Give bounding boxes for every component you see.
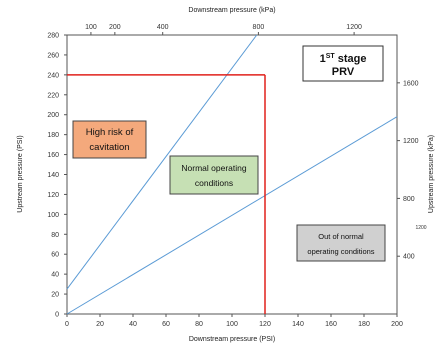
y-tick-label: 100 xyxy=(47,212,59,219)
x-tick-label: 160 xyxy=(325,321,337,328)
x-axis-title: Downstream pressure (PSI) xyxy=(189,336,275,343)
out-of-normal-line1: Out of normal xyxy=(318,232,364,241)
x-tick-label: 120 xyxy=(259,321,271,328)
y-tick-label: 180 xyxy=(47,132,59,139)
y2-tick-label: 400 xyxy=(403,254,415,261)
series-line-2 xyxy=(66,116,398,315)
x-tick-label: 200 xyxy=(391,321,403,328)
y-tick-label: 280 xyxy=(47,33,59,40)
y-tick-label: 200 xyxy=(47,112,59,119)
y-tick-label: 220 xyxy=(47,92,59,99)
y-tick-label: 0 xyxy=(55,312,59,319)
high-risk-box: High risk of cavitation xyxy=(72,120,147,159)
title-box-line2: PRV xyxy=(332,66,355,78)
normal-operating-box: Normal operating conditions xyxy=(169,155,259,195)
y-tick-label: 140 xyxy=(47,172,59,179)
x-tick-label: 180 xyxy=(358,321,370,328)
x2-tick-label: 400 xyxy=(157,24,169,31)
series-line-1 xyxy=(66,34,258,290)
x-tick-label: 40 xyxy=(129,321,137,328)
y-tick-label: 160 xyxy=(47,152,59,159)
x-tick-label: 60 xyxy=(162,321,170,328)
out-of-normal-box: Out of normal operating conditions xyxy=(296,224,386,262)
high-risk-line2: cavitation xyxy=(89,142,129,153)
x2-tick-label: 200 xyxy=(109,24,121,31)
stray-label: 1200 xyxy=(415,225,426,231)
x2-tick-label: 100 xyxy=(85,24,97,31)
x-tick-label: 20 xyxy=(96,321,104,328)
y-tick-label: 240 xyxy=(47,72,59,79)
y2-tick-label: 800 xyxy=(403,196,415,203)
out-of-normal-line2: operating conditions xyxy=(307,247,374,256)
y-tick-label: 40 xyxy=(51,272,59,279)
y-tick-label: 80 xyxy=(51,232,59,239)
x2-axis-title: Downstream pressure (kPa) xyxy=(188,7,275,14)
x2-tick-label: 1200 xyxy=(346,24,362,31)
y-tick-label: 20 xyxy=(51,292,59,299)
x-tick-label: 80 xyxy=(195,321,203,328)
y-tick-label: 260 xyxy=(47,52,59,59)
x-tick-label: 100 xyxy=(226,321,238,328)
normal-operating-line2: conditions xyxy=(195,178,233,188)
y-axis-title: Upstream pressure (PSI) xyxy=(17,135,24,212)
y-tick-label: 60 xyxy=(51,252,59,259)
y2-axis-title: Upstream pressure (kPa) xyxy=(428,135,435,213)
normal-operating-line1: Normal operating xyxy=(181,163,246,173)
y2-tick-label: 1200 xyxy=(403,138,419,145)
x-tick-label: 0 xyxy=(65,321,69,328)
high-risk-line1: High risk of xyxy=(86,127,134,138)
y2-tick-label: 1600 xyxy=(403,80,419,87)
x2-tick-label: 800 xyxy=(253,24,265,31)
title-box: 1ST stage PRV xyxy=(302,45,384,82)
x-tick-label: 140 xyxy=(292,321,304,328)
y-tick-label: 120 xyxy=(47,192,59,199)
